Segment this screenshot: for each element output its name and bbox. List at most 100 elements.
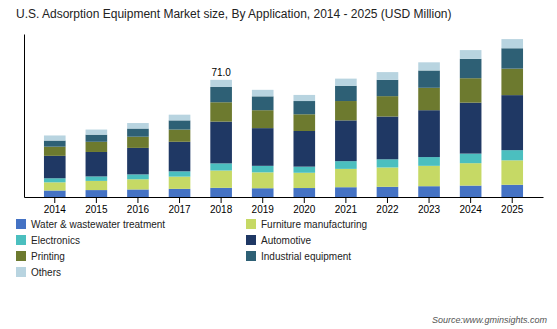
- bar: [335, 79, 357, 86]
- bar: [127, 123, 149, 129]
- bar: [86, 152, 108, 176]
- annotation: 71.0: [211, 67, 231, 78]
- bar: [86, 130, 108, 135]
- bar: [377, 80, 399, 96]
- legend-label: Electronics: [31, 235, 80, 246]
- x-tick-mark: [429, 197, 430, 203]
- bar: [293, 131, 315, 167]
- x-tick-mark: [221, 197, 222, 203]
- x-tick-mark: [512, 197, 513, 203]
- x-tick-label: 2018: [210, 204, 233, 215]
- bar: [418, 166, 440, 186]
- title: U.S. Adsorption Equipment Market size, B…: [16, 7, 452, 21]
- legend-item: Electronics: [16, 235, 80, 246]
- source-note: Source:www.gminsights.com: [432, 315, 548, 325]
- bar: [169, 142, 191, 172]
- bar: [44, 156, 66, 178]
- x-tick: 2025: [501, 197, 524, 215]
- x-tick: 2023: [418, 197, 441, 215]
- x-tick: 2018: [210, 197, 233, 215]
- bar: [460, 50, 482, 59]
- legend-label: Printing: [31, 251, 65, 262]
- bar: [169, 177, 191, 189]
- legend-swatch: [16, 235, 26, 245]
- bar: [418, 70, 440, 87]
- x-tick-mark: [470, 197, 471, 203]
- x-tick-label: 2014: [44, 204, 67, 215]
- bars: [44, 39, 523, 197]
- bar: [252, 128, 274, 166]
- bar: [460, 154, 482, 164]
- bar: [460, 59, 482, 78]
- bar: [252, 90, 274, 97]
- y-axis: [24, 35, 25, 198]
- x-tick: 2014: [44, 197, 67, 215]
- bar: [335, 187, 357, 197]
- bar: [293, 167, 315, 173]
- bar: [501, 150, 523, 160]
- bar: [86, 135, 108, 142]
- legend-item: Industrial equipment: [246, 251, 351, 262]
- legend-item: Water & wastewater treatment: [16, 219, 165, 230]
- bar: [86, 176, 108, 180]
- x-axis: 2014201520162017201820192020202120222023…: [25, 197, 544, 215]
- x-tick: 2017: [168, 197, 191, 215]
- bar: [335, 120, 357, 161]
- bar: [169, 130, 191, 142]
- legend-item: Others: [16, 267, 61, 278]
- bar: [127, 189, 149, 197]
- legend-label: Industrial equipment: [261, 251, 351, 262]
- bar: [44, 135, 66, 140]
- bar: [210, 122, 232, 164]
- x-tick-mark: [96, 197, 97, 203]
- bar: [44, 141, 66, 147]
- legend-item: Printing: [16, 251, 65, 262]
- series: [44, 160, 523, 190]
- bar: [335, 169, 357, 187]
- bar: [252, 96, 274, 110]
- legend-swatch: [246, 219, 256, 229]
- bar: [210, 188, 232, 197]
- bar: [501, 39, 523, 48]
- series: [44, 95, 523, 178]
- bar: [377, 159, 399, 167]
- bar: [377, 72, 399, 80]
- x-tick-label: 2024: [460, 204, 483, 215]
- x-tick: 2022: [376, 197, 399, 215]
- x-tick: 2024: [460, 197, 483, 215]
- bar: [460, 78, 482, 102]
- bar: [335, 161, 357, 169]
- bar: [169, 120, 191, 129]
- bar: [210, 80, 232, 87]
- legend-label: Furniture manufacturing: [261, 219, 367, 230]
- bar: [460, 186, 482, 197]
- x-tick-mark: [262, 197, 263, 203]
- x-tick-mark: [179, 197, 180, 203]
- x-tick-label: 2022: [376, 204, 399, 215]
- bar: [293, 101, 315, 114]
- x-axis-line: [25, 197, 544, 198]
- legend-swatch: [246, 235, 256, 245]
- bar: [293, 114, 315, 131]
- chart: U.S. Adsorption Equipment Market size, B…: [0, 0, 557, 329]
- bar: [127, 179, 149, 189]
- x-tick: 2019: [252, 197, 275, 215]
- x-tick: 2015: [85, 197, 108, 215]
- series: [44, 48, 523, 146]
- bar: [293, 173, 315, 188]
- series: [44, 150, 523, 182]
- bar: [44, 182, 66, 190]
- x-tick-label: 2015: [85, 204, 108, 215]
- bar: [169, 115, 191, 121]
- bar: [86, 142, 108, 152]
- x-tick-label: 2021: [335, 204, 358, 215]
- series: [44, 185, 523, 197]
- bar: [252, 110, 274, 128]
- legend-swatch: [16, 219, 26, 229]
- legend: Water & wastewater treatment Furniture ma…: [16, 219, 367, 278]
- bar: [210, 171, 232, 188]
- bar: [501, 69, 523, 95]
- x-tick-mark: [345, 197, 346, 203]
- bar: [418, 157, 440, 166]
- x-tick-mark: [304, 197, 305, 203]
